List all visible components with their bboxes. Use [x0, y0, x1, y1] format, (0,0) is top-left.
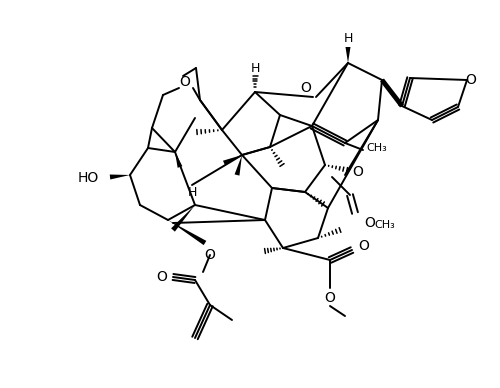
Text: O: O — [324, 291, 336, 305]
Text: H: H — [344, 33, 352, 45]
Text: O: O — [156, 270, 168, 284]
Polygon shape — [171, 205, 195, 232]
Polygon shape — [168, 220, 206, 245]
Text: O: O — [204, 248, 216, 262]
Polygon shape — [346, 47, 350, 63]
Polygon shape — [234, 155, 242, 176]
Text: O: O — [352, 165, 364, 179]
Text: O: O — [358, 239, 370, 253]
Polygon shape — [110, 175, 130, 180]
Polygon shape — [223, 155, 242, 165]
Text: O: O — [364, 216, 376, 230]
Text: O: O — [300, 81, 312, 95]
Text: CH₃: CH₃ — [366, 143, 388, 153]
Text: HO: HO — [78, 171, 98, 185]
Polygon shape — [175, 152, 182, 168]
Text: H: H — [188, 185, 196, 199]
Text: CH₃: CH₃ — [374, 220, 396, 230]
Text: O: O — [180, 75, 190, 89]
Text: H: H — [250, 62, 260, 74]
Text: O: O — [466, 73, 476, 87]
